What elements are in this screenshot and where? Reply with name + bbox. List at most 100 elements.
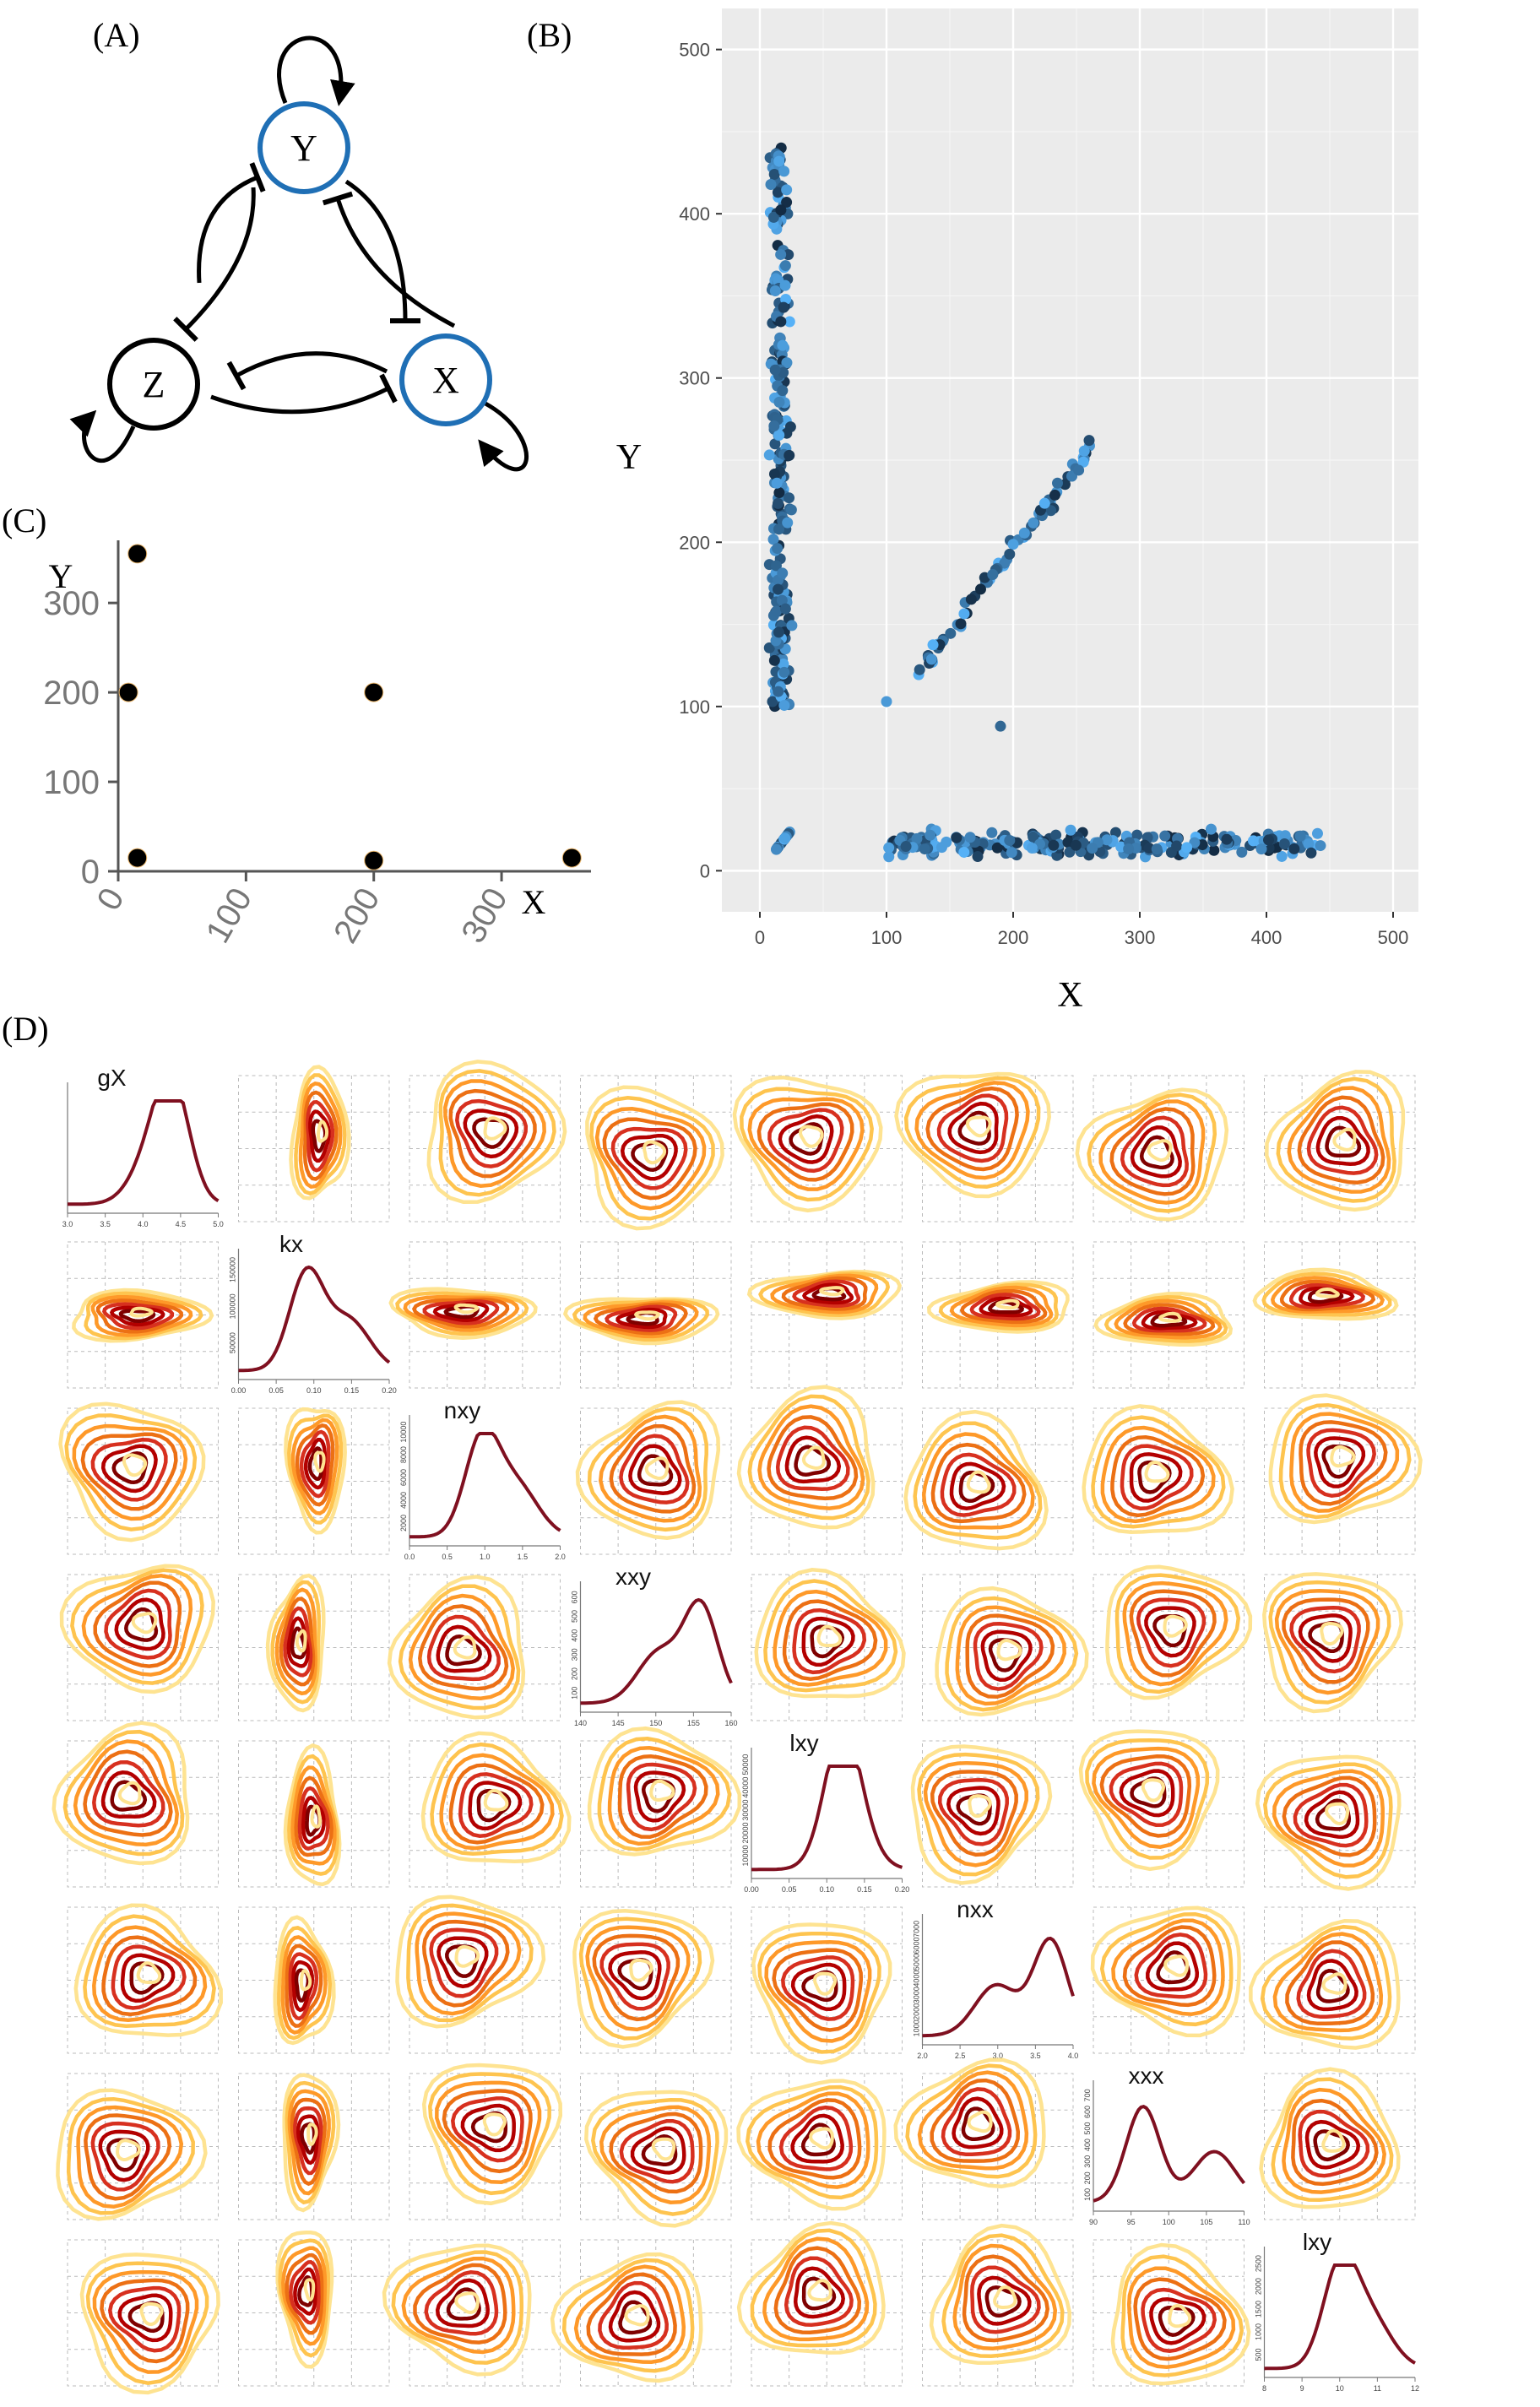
contour-line bbox=[930, 1442, 1027, 1524]
contour-line bbox=[905, 2063, 1038, 2179]
data-point bbox=[771, 477, 783, 489]
edge-z-inhibits-x-bar bbox=[379, 373, 398, 404]
density-y-tick-label: 1000 bbox=[1255, 2323, 1263, 2340]
contour-line bbox=[1298, 1613, 1353, 1663]
contour-line bbox=[108, 2285, 182, 2353]
data-point bbox=[769, 285, 781, 297]
density-x-tick-label: 5.0 bbox=[213, 1220, 224, 1228]
contour-cell bbox=[238, 1065, 390, 1222]
data-point bbox=[958, 846, 970, 858]
data-point bbox=[772, 187, 784, 198]
density-y-tick-label: 2000 bbox=[1255, 2278, 1263, 2295]
contour-line bbox=[746, 1269, 902, 1320]
contour-line bbox=[1270, 1276, 1385, 1314]
contour-line bbox=[1123, 1303, 1216, 1336]
contour-line bbox=[802, 1282, 854, 1305]
data-point bbox=[1083, 435, 1095, 447]
contour-line bbox=[421, 2063, 563, 2206]
data-point bbox=[1007, 539, 1019, 550]
contour-line bbox=[589, 1096, 715, 1221]
contour-line bbox=[1082, 1404, 1234, 1535]
contour-line bbox=[790, 2113, 844, 2164]
contour-line bbox=[619, 2118, 695, 2184]
contour-line bbox=[1282, 1775, 1377, 1857]
contour-line bbox=[955, 1605, 1066, 1706]
contour-line bbox=[382, 2243, 532, 2377]
contour-line bbox=[593, 1302, 688, 1336]
contour-line bbox=[767, 2098, 862, 2180]
contour-line bbox=[1298, 2109, 1370, 2178]
contour-cell bbox=[903, 1407, 1074, 1555]
panel-a-label: (A) bbox=[93, 16, 140, 54]
density-x-tick-label: 0.15 bbox=[344, 1386, 360, 1395]
contour-line bbox=[66, 2096, 195, 2215]
contour-core bbox=[809, 2127, 834, 2150]
data-point bbox=[770, 635, 782, 647]
density-x-tick-label: 12 bbox=[1411, 2384, 1419, 2393]
contour-line bbox=[1126, 2266, 1236, 2369]
density-cell: 90 95 100 105 110 100 200 300 400 500 600 700 xxx bbox=[1083, 2063, 1250, 2226]
data-point bbox=[775, 248, 787, 260]
contour-line bbox=[1272, 1932, 1384, 2033]
density-x-tick-label: 0.05 bbox=[268, 1386, 284, 1395]
contour-core bbox=[1321, 1972, 1348, 1995]
y-tick-label: 0 bbox=[700, 860, 710, 881]
contour-line bbox=[1262, 1572, 1403, 1714]
contour-line bbox=[962, 2254, 1049, 2343]
contour-line bbox=[965, 1613, 1055, 1700]
contour-cell bbox=[751, 1906, 903, 2065]
contour-line bbox=[59, 1564, 215, 1694]
contour-line bbox=[583, 1300, 699, 1339]
contour-line bbox=[408, 1593, 515, 1700]
contour-line bbox=[101, 1935, 198, 2017]
contour-line bbox=[460, 2103, 516, 2153]
contour-line bbox=[575, 1400, 721, 1540]
contour-line bbox=[572, 1908, 715, 2049]
data-point bbox=[784, 449, 795, 461]
contour-line bbox=[1144, 1606, 1196, 1658]
contour-line bbox=[750, 2228, 877, 2348]
contour-cell bbox=[58, 1401, 219, 1555]
contour-line bbox=[609, 1423, 697, 1514]
self-loop-y bbox=[277, 35, 355, 106]
contour-core bbox=[1163, 1614, 1188, 1638]
data-point bbox=[1038, 497, 1050, 509]
contour-line bbox=[391, 2250, 524, 2365]
contour-line bbox=[801, 2276, 837, 2311]
contour-cell bbox=[922, 2223, 1074, 2387]
data-point bbox=[1049, 489, 1060, 501]
density-x-tick-label: 9 bbox=[1300, 2384, 1304, 2393]
density-y-tick-label: 4000 bbox=[913, 1971, 921, 1987]
contour-line bbox=[772, 1948, 864, 2032]
cell-frame bbox=[922, 1407, 1074, 1555]
contour-line bbox=[628, 1444, 682, 1495]
contour-core bbox=[798, 1125, 824, 1148]
density-x-tick-label: 0.00 bbox=[744, 1885, 759, 1894]
data-point bbox=[995, 720, 1006, 732]
contour-line bbox=[1078, 1729, 1220, 1872]
contour-line bbox=[420, 1731, 572, 1864]
data-point bbox=[900, 841, 912, 853]
contour-line bbox=[1098, 1099, 1206, 1205]
contour-cell bbox=[395, 1895, 561, 2054]
contour-line bbox=[952, 2243, 1058, 2350]
contour-line bbox=[926, 1280, 1070, 1334]
contour-line bbox=[597, 1737, 732, 1851]
contour-line bbox=[114, 1597, 165, 1651]
contour-line bbox=[455, 1098, 529, 1168]
data-point bbox=[974, 583, 986, 595]
density-x-tick-label: 1.0 bbox=[480, 1553, 491, 1561]
contour-line bbox=[790, 1962, 847, 2012]
cell-frame bbox=[922, 1241, 1074, 1389]
data-point bbox=[914, 664, 925, 675]
contour-line bbox=[445, 1634, 482, 1667]
contour-line bbox=[578, 1916, 702, 2041]
contour-line bbox=[773, 2246, 862, 2334]
contour-line bbox=[1099, 1911, 1234, 2027]
contour-line bbox=[1122, 1580, 1228, 1687]
data-point bbox=[958, 608, 970, 620]
data-point bbox=[1263, 834, 1275, 846]
contour-line bbox=[64, 1413, 198, 1531]
contour-line bbox=[270, 1580, 321, 1705]
